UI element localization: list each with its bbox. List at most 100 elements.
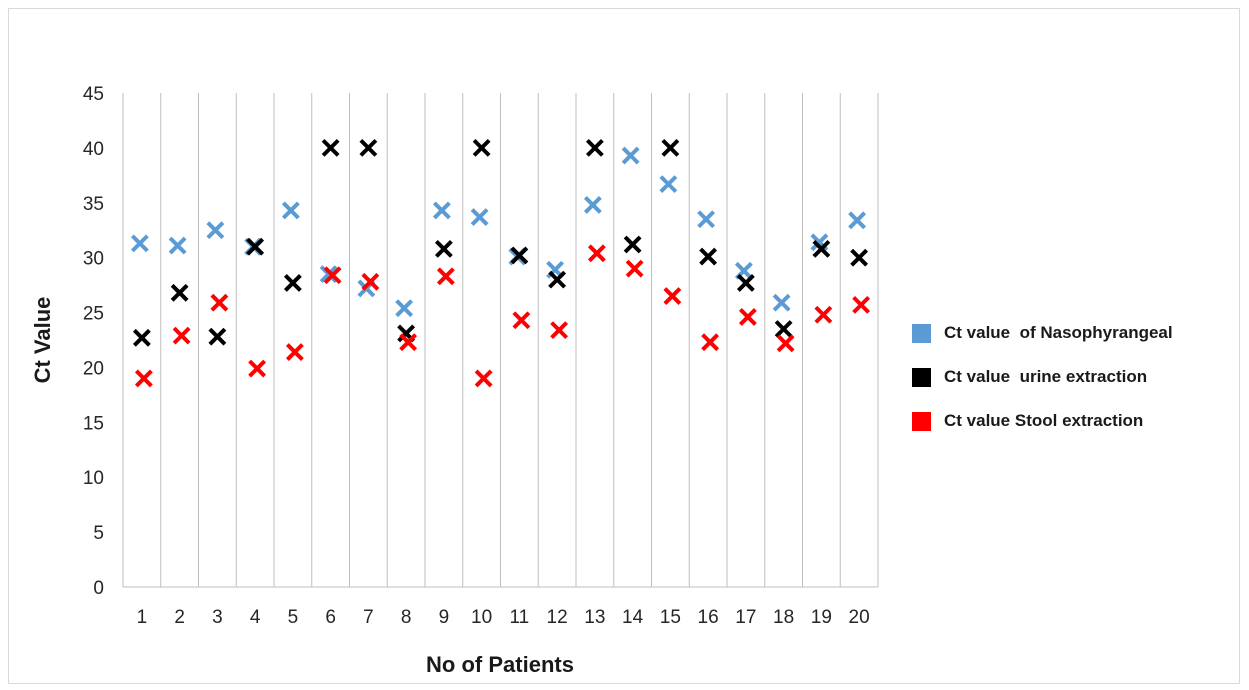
y-tick-label: 15 xyxy=(83,413,104,434)
marker-series1 xyxy=(283,274,302,292)
legend-item-nasopharyngeal: Ct value of Nasophyrangeal xyxy=(912,322,1173,344)
marker-series0 xyxy=(206,221,225,240)
vertical-gridlines xyxy=(122,93,879,587)
legend-label-urine: Ct value urine extraction xyxy=(944,367,1148,386)
marker-stroke xyxy=(587,244,606,263)
legend-swatch-nasopharyngeal xyxy=(912,323,931,343)
marker-stroke xyxy=(583,196,602,214)
marker-stroke xyxy=(432,201,451,220)
marker-stroke xyxy=(621,146,640,165)
marker-stroke xyxy=(285,343,304,361)
marker-stroke xyxy=(470,208,489,226)
marker-stroke xyxy=(623,235,642,254)
marker-stroke xyxy=(130,234,149,253)
marker-series1 xyxy=(774,320,793,338)
y-tick-label: 35 xyxy=(83,194,104,215)
x-tick-label: 11 xyxy=(510,607,530,628)
legend-swatch-urine xyxy=(912,367,931,387)
marker-stroke xyxy=(361,272,380,291)
legend-item-stool: Ct value Stool extraction xyxy=(912,410,1173,432)
marker-series2 xyxy=(852,295,871,314)
legend-label-nasopharyngeal: Ct value of Nasophyrangeal xyxy=(944,323,1173,342)
marker-series0 xyxy=(697,210,716,229)
y-tick-label: 25 xyxy=(83,304,104,325)
marker-stroke xyxy=(321,138,340,157)
marker-stroke xyxy=(206,221,225,240)
marker-series2 xyxy=(134,369,153,388)
marker-series0 xyxy=(659,175,678,194)
marker-series1 xyxy=(548,270,567,289)
marker-series0 xyxy=(432,201,451,220)
marker-stroke xyxy=(772,293,791,312)
marker-series1 xyxy=(812,239,831,258)
marker-series2 xyxy=(474,369,493,388)
legend-swatch-stool xyxy=(912,411,931,431)
marker-stroke xyxy=(395,299,414,318)
marker-series1 xyxy=(321,138,340,157)
x-tick-label: 3 xyxy=(212,607,223,628)
marker-stroke xyxy=(850,248,869,267)
chart-frame xyxy=(8,8,1240,684)
marker-series0 xyxy=(319,265,338,284)
marker-series0 xyxy=(281,201,300,220)
marker-stroke xyxy=(663,287,682,306)
y-tick-label: 10 xyxy=(83,468,104,489)
y-axis-title: Ct Value xyxy=(30,297,55,384)
marker-stroke xyxy=(512,311,531,330)
marker-series2 xyxy=(323,266,342,285)
y-tick-label: 40 xyxy=(83,139,104,160)
marker-series2 xyxy=(436,267,455,286)
x-tick-label: 12 xyxy=(547,607,568,628)
marker-stroke xyxy=(701,333,720,352)
marker-series1 xyxy=(208,327,227,346)
marker-series1 xyxy=(736,274,755,292)
y-tick-label: 20 xyxy=(83,358,104,379)
marker-stroke xyxy=(474,369,493,388)
y-tick-label: 45 xyxy=(83,84,104,105)
marker-series0 xyxy=(848,211,867,230)
marker-stroke xyxy=(776,334,795,353)
marker-series2 xyxy=(814,305,833,324)
marker-stroke xyxy=(399,333,418,352)
marker-stroke xyxy=(323,266,342,285)
marker-series1 xyxy=(434,239,453,258)
marker-stroke xyxy=(550,321,569,340)
marker-stroke xyxy=(738,308,757,326)
marker-stroke xyxy=(814,305,833,324)
x-axis-title: No of Patients xyxy=(426,652,574,677)
marker-stroke xyxy=(697,210,716,229)
marker-stroke xyxy=(359,138,378,157)
marker-stroke xyxy=(774,320,793,338)
marker-series2 xyxy=(625,259,644,278)
marker-stroke xyxy=(510,246,529,265)
marker-stroke xyxy=(283,274,302,292)
marker-series0 xyxy=(395,299,414,318)
marker-series2 xyxy=(361,272,380,291)
data-markers xyxy=(130,138,871,388)
x-tick-label: 9 xyxy=(439,607,450,628)
marker-series0 xyxy=(168,236,187,255)
marker-series2 xyxy=(512,311,531,330)
marker-series2 xyxy=(210,293,229,312)
legend-item-urine: Ct value urine extraction xyxy=(912,366,1173,388)
marker-stroke xyxy=(210,293,229,312)
x-tick-label: 14 xyxy=(622,607,644,628)
x-tick-label: 18 xyxy=(773,607,794,628)
marker-series2 xyxy=(399,333,418,352)
x-tick-label: 15 xyxy=(660,607,681,628)
legend-label-stool: Ct value Stool extraction xyxy=(944,411,1144,430)
marker-stroke xyxy=(170,283,189,302)
x-tick-label: 8 xyxy=(401,607,412,628)
x-tick-label: 7 xyxy=(363,607,374,628)
x-tick-label: 4 xyxy=(250,607,261,628)
marker-stroke xyxy=(472,138,491,157)
marker-stroke xyxy=(659,175,678,194)
marker-stroke xyxy=(246,237,265,256)
marker-series2 xyxy=(738,308,757,326)
marker-series0 xyxy=(470,208,489,226)
x-tick-label: 2 xyxy=(174,607,185,628)
marker-stroke xyxy=(132,328,151,347)
marker-stroke xyxy=(134,369,153,388)
